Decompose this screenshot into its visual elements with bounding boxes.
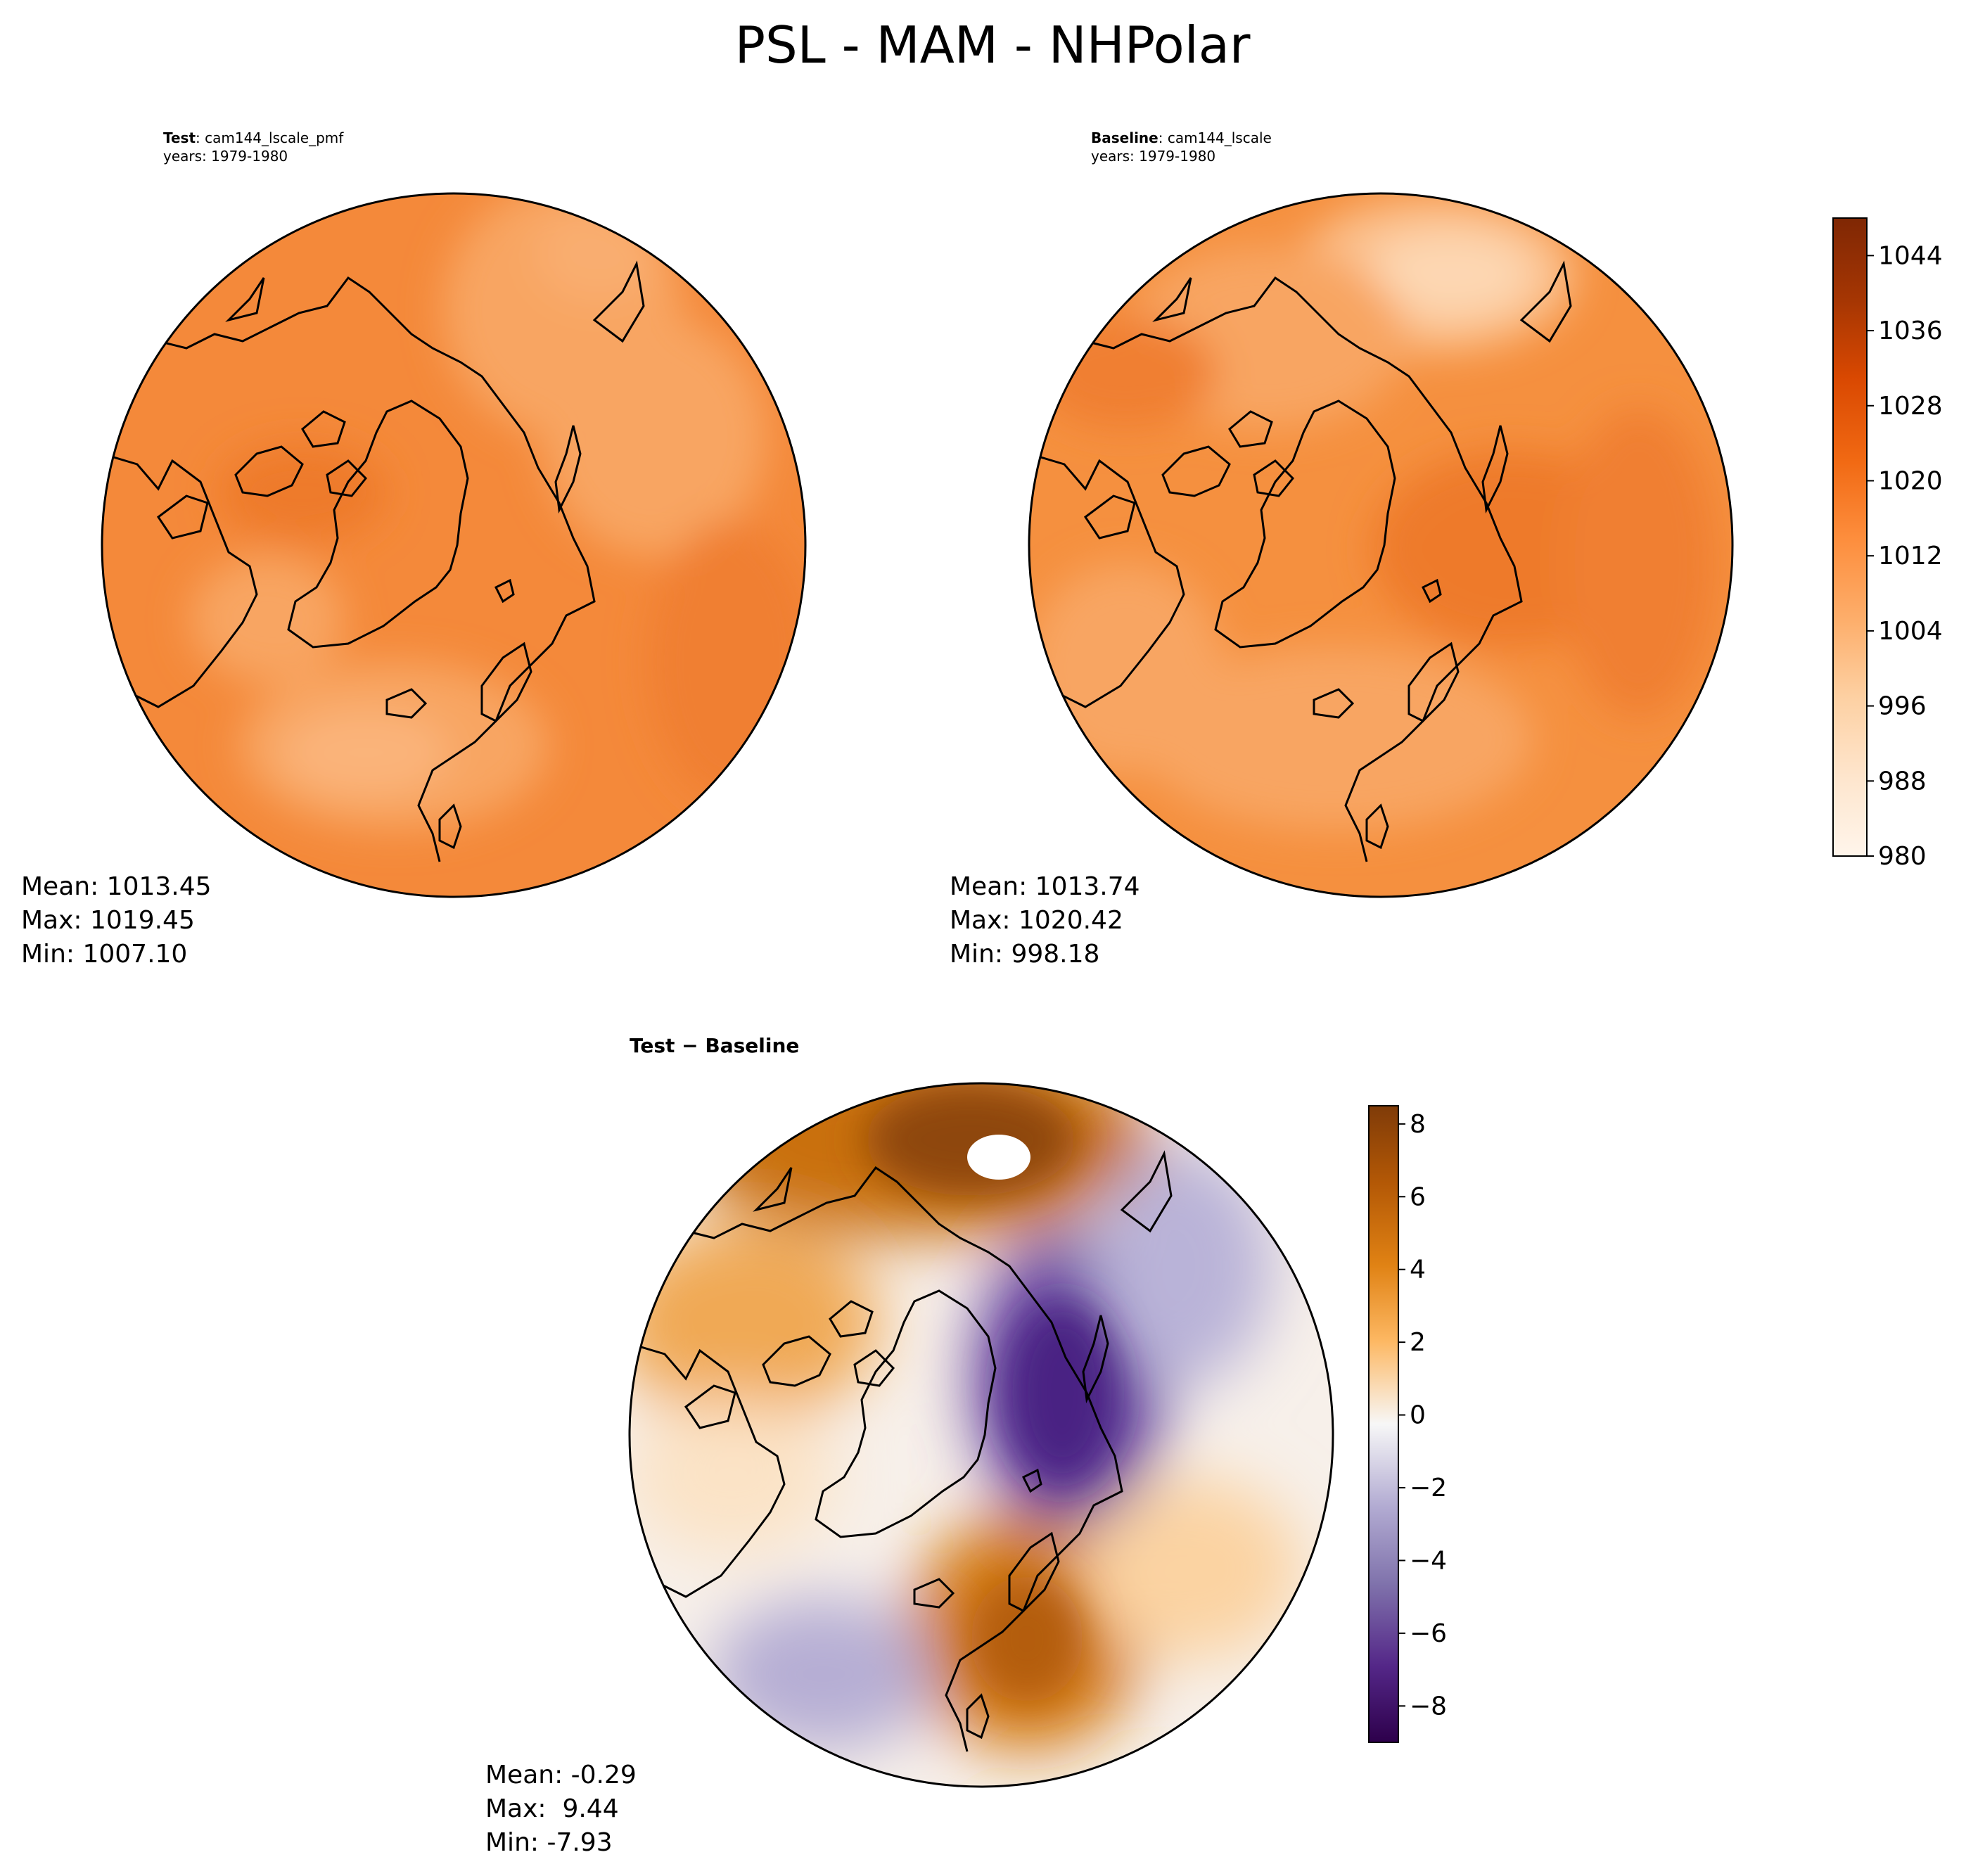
- baseline-map: [1028, 192, 1734, 898]
- test-map-field: [102, 193, 805, 897]
- test-max: Max: 1019.45: [21, 906, 195, 935]
- difference-map: [628, 1082, 1334, 1788]
- difference-colorbar-tick-label: 0: [1410, 1401, 1426, 1430]
- difference-colorbar: −8 −6 −4 −2 0 2 4 6 8: [1368, 1105, 1447, 1743]
- psl-colorbar-tick-label: 1012: [1878, 542, 1943, 570]
- baseline-min: Min: 998.18: [950, 940, 1100, 969]
- test-min: Min: 1007.10: [21, 940, 188, 969]
- psl-colorbar-tick-label: 1044: [1878, 241, 1943, 270]
- test-years: years: 1979-1980: [163, 148, 288, 165]
- psl-colorbar-tick-label: 1028: [1878, 392, 1943, 421]
- difference-max: Max: 9.44: [485, 1794, 619, 1823]
- difference-mean: Mean: -0.29: [485, 1761, 637, 1789]
- test-map: [101, 192, 807, 898]
- test-mean: Mean: 1013.45: [21, 872, 212, 901]
- test-stats: Mean: 1013.45 Max: 1019.45 Min: 1007.10: [21, 870, 212, 971]
- psl-colorbar-ticks: 980 988 996 1004 1012 1020 1028 1036 1044: [1867, 241, 1943, 871]
- test-panel-header: Test: cam144_lscale_pmf years: 1979-1980: [163, 129, 343, 165]
- difference-colorbar-tick-label: 2: [1410, 1328, 1426, 1357]
- difference-colorbar-tick-label: 4: [1410, 1256, 1426, 1284]
- psl-colorbar: 980 988 996 1004 1012 1020 1028 1036 1044: [1832, 217, 1943, 871]
- difference-stats: Mean: -0.29 Max: 9.44 Min: -7.93: [485, 1759, 637, 1860]
- difference-colorbar-tick-label: −6: [1410, 1619, 1447, 1648]
- test-label: Test: [163, 129, 196, 146]
- difference-title: Test − Baseline: [630, 1034, 800, 1057]
- test-case-name: : cam144_lscale_pmf: [196, 129, 344, 146]
- psl-colorbar-tick-label: 980: [1878, 842, 1927, 871]
- difference-colorbar-tick-label: 6: [1410, 1182, 1426, 1211]
- baseline-years: years: 1979-1980: [1091, 148, 1216, 165]
- difference-colorbar-tick-label: 8: [1410, 1110, 1426, 1139]
- psl-colorbar-tick-label: 988: [1878, 767, 1927, 796]
- baseline-label: Baseline: [1091, 129, 1159, 146]
- psl-colorbar-tick-label: 1004: [1878, 617, 1943, 646]
- figure-title: PSL - MAM - NHPolar: [734, 15, 1251, 75]
- baseline-mean: Mean: 1013.74: [950, 872, 1140, 901]
- baseline-panel-header: Baseline: cam144_lscale years: 1979-1980: [1091, 129, 1272, 165]
- psl-colorbar-tick-label: 996: [1878, 692, 1927, 721]
- difference-min: Min: -7.93: [485, 1828, 613, 1857]
- difference-colorbar-tick-label: −4: [1410, 1546, 1447, 1575]
- difference-colorbar-tick-label: −2: [1410, 1474, 1447, 1502]
- baseline-stats: Mean: 1013.74 Max: 1020.42 Min: 998.18: [950, 870, 1140, 971]
- baseline-map-field: [1029, 193, 1732, 897]
- baseline-max: Max: 1020.42: [950, 906, 1123, 935]
- psl-colorbar-tick-label: 1020: [1878, 466, 1943, 495]
- difference-map-field: [630, 1083, 1333, 1787]
- difference-colorbar-tick-label: −8: [1410, 1692, 1447, 1721]
- baseline-case-name: : cam144_lscale: [1158, 129, 1272, 146]
- psl-colorbar-tick-label: 1036: [1878, 317, 1943, 345]
- difference-colorbar-ticks: −8 −6 −4 −2 0 2 4 6 8: [1398, 1110, 1447, 1721]
